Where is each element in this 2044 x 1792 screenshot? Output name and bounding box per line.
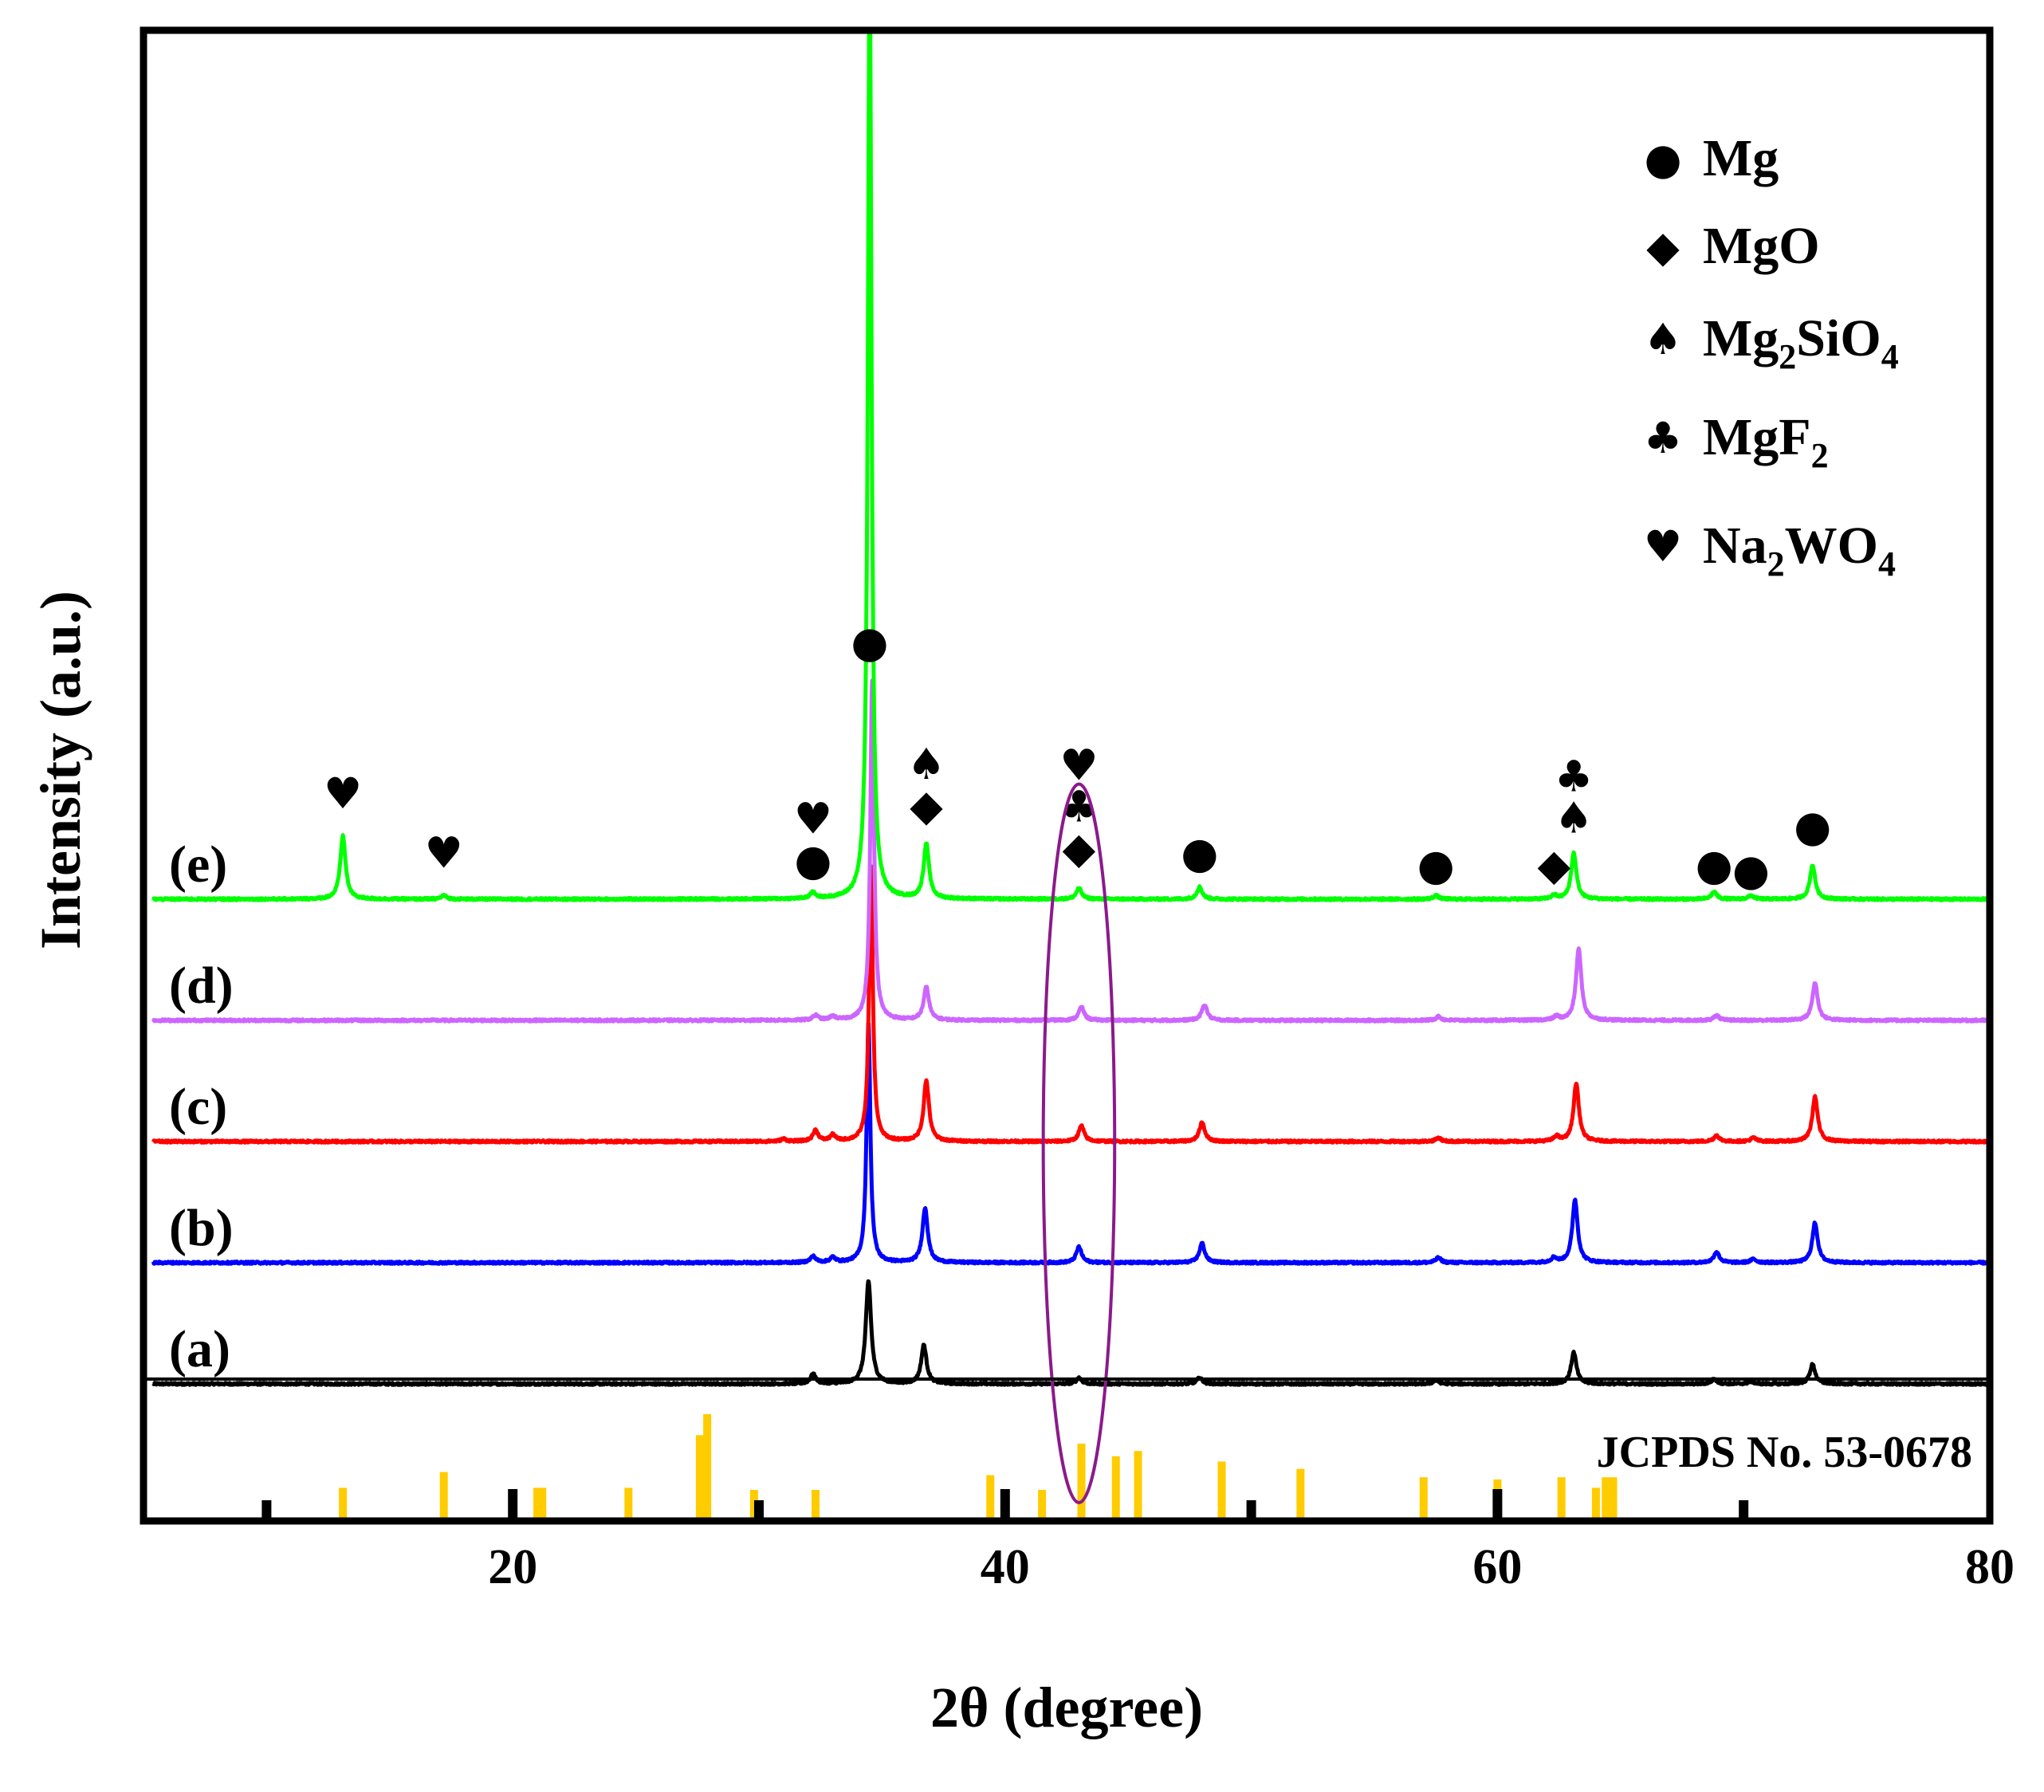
x-tick <box>1000 1489 1010 1521</box>
series-label: (d) <box>169 957 234 1015</box>
heart-marker-icon: ♥ <box>794 794 832 844</box>
circle-marker-icon: ● <box>794 835 831 886</box>
diamond-marker-icon: ◆ <box>910 780 943 831</box>
reference-stick <box>986 1475 995 1519</box>
legend-text-part: MgF <box>1703 408 1811 466</box>
diamond-marker-icon: ◆ <box>1538 840 1571 890</box>
series-curve <box>151 1021 1990 1266</box>
reference-stick <box>1038 1490 1047 1519</box>
diamond-marker-icon: ◆ <box>1063 823 1096 873</box>
legend-text-part: SiO <box>1796 309 1881 367</box>
diamond-legend-icon: ◆ <box>1646 222 1680 272</box>
series-label: (b) <box>169 1199 234 1257</box>
reference-stick <box>533 1487 542 1519</box>
x-tick-label: 60 <box>1472 1540 1522 1594</box>
circle-legend-icon: ● <box>1644 134 1681 184</box>
series-curves <box>151 30 1990 1387</box>
spade-legend-icon: ♠ <box>1644 314 1682 364</box>
circle-marker-icon: ● <box>1696 840 1733 890</box>
highlight-ellipse <box>1041 782 1117 1504</box>
circle-marker-icon: ● <box>1181 827 1218 878</box>
peak-annotations: ♥♥ ●♥●◆♠◆♣♥● ● ◆♠♣● ●● <box>324 617 1831 1504</box>
series-curve <box>151 864 1990 1145</box>
reference-stick <box>703 1414 712 1519</box>
legend-text-part: WO <box>1785 517 1878 575</box>
heart-legend-icon: ♥ <box>1644 521 1682 572</box>
heart-marker-icon: ♥ <box>425 827 463 878</box>
circle-marker-icon: ● <box>1417 840 1455 890</box>
legend-entry-label: MgF2 <box>1703 408 1829 475</box>
x-tick-label: 40 <box>981 1540 1030 1594</box>
reference-stick <box>1419 1477 1428 1519</box>
legend-subscript: 2 <box>1779 337 1796 376</box>
reference-stick <box>1609 1477 1618 1519</box>
heart-marker-icon: ♥ <box>324 768 362 819</box>
legend-entry-label: Mg2SiO4 <box>1703 309 1899 376</box>
spade-marker-icon: ♠ <box>1555 792 1593 843</box>
chart-text: (a) (b) (c) (d) (e) 20 40 60 80 2θ (degree) Intens… <box>29 129 2015 1739</box>
legend-subscript: 4 <box>1878 544 1896 584</box>
y-axis-title: Intensity (a.u.) <box>29 591 92 949</box>
legend-subscript: 2 <box>1767 544 1785 584</box>
circle-marker-icon: ● <box>1732 845 1770 895</box>
series-label: (e) <box>169 835 227 894</box>
x-tick-label: 20 <box>488 1540 537 1594</box>
series-label: (a) <box>169 1320 230 1378</box>
club-legend-icon: ♣ <box>1644 413 1682 463</box>
reference-stick <box>1217 1461 1226 1519</box>
x-tick <box>1492 1489 1503 1521</box>
reference-stick <box>339 1487 348 1519</box>
series-curve <box>151 1279 1990 1387</box>
plot-border <box>140 26 1994 1525</box>
heart-marker-icon: ♥ <box>1059 740 1098 790</box>
reference-stick <box>538 1487 547 1519</box>
spade-marker-icon: ♠ <box>907 739 945 789</box>
reference-stick <box>624 1487 633 1519</box>
reference-stick <box>695 1435 704 1519</box>
legend-subscript: 2 <box>1811 436 1829 475</box>
x-tick-label: 80 <box>1965 1540 2015 1594</box>
reference-sticks <box>339 1414 1618 1519</box>
reference-stick <box>1557 1477 1566 1519</box>
x-tick <box>1739 1500 1749 1521</box>
legend-text-part: Na <box>1703 517 1767 575</box>
series-curve <box>151 678 1990 1024</box>
reference-stick <box>439 1472 448 1519</box>
legend-text-part: Mg <box>1703 309 1779 367</box>
x-tick <box>508 1489 518 1521</box>
legend-text-part: MgO <box>1703 217 1820 275</box>
circle-marker-icon: ● <box>851 617 888 667</box>
reference-stick <box>749 1490 758 1519</box>
series-label: (c) <box>169 1078 227 1136</box>
x-tick <box>1246 1500 1256 1521</box>
legend-entry-label: Mg <box>1703 129 1779 187</box>
reference-stick <box>1077 1443 1086 1519</box>
legend-text-part: Mg <box>1703 129 1779 187</box>
circle-marker-icon: ● <box>1794 801 1831 851</box>
x-tick <box>754 1500 764 1521</box>
reference-stick <box>1134 1451 1142 1519</box>
club-marker-icon: ♣ <box>1555 751 1593 801</box>
x-axis-title: 2θ (degree) <box>930 1676 1203 1739</box>
plot-frame <box>140 26 1994 1525</box>
reference-stick <box>1111 1456 1120 1519</box>
reference-label: JCPDS No. 53-0678 <box>1597 1428 1972 1477</box>
legend-subscript: 4 <box>1881 337 1899 376</box>
series-curve <box>151 30 1990 902</box>
legend-entry-label: Na2WO4 <box>1703 517 1896 584</box>
legend-entry-label: MgO <box>1703 217 1820 275</box>
reference-stick <box>1602 1477 1610 1519</box>
reference-stick <box>1296 1468 1305 1519</box>
x-tick <box>261 1500 272 1521</box>
reference-stick <box>1591 1487 1600 1519</box>
reference-stick <box>812 1490 820 1519</box>
